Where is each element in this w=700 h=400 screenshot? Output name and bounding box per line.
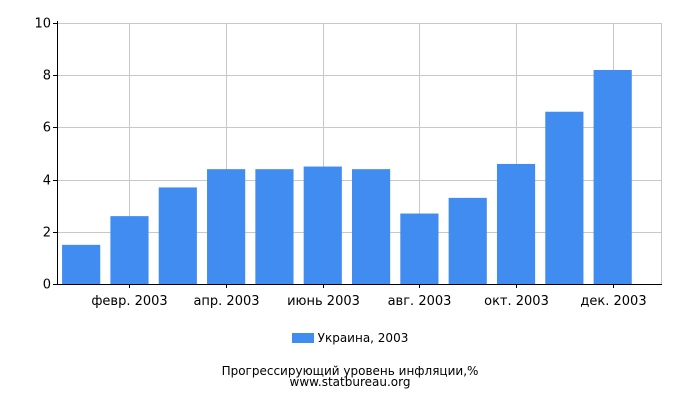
legend: Украина, 2003 — [0, 331, 700, 345]
bar-окт. 2003 — [496, 163, 536, 284]
x-tick-label: окт. 2003 — [484, 294, 549, 309]
x-tick-label: дек. 2003 — [580, 294, 646, 309]
bar-сент. 2003 — [448, 197, 487, 284]
x-tick-label: авг. 2003 — [388, 294, 452, 309]
bar-май 2003 — [255, 169, 294, 284]
x-tick-label: февр. 2003 — [91, 294, 167, 309]
x-tick-label: июнь 2003 — [287, 294, 360, 309]
bar-дек. 2003 — [593, 69, 632, 284]
y-tick-label: 4 — [43, 174, 51, 189]
source-link[interactable]: www.statbureau.org — [289, 375, 411, 389]
bar-янв. 2003 — [62, 244, 101, 284]
bar-июль 2003 — [351, 169, 391, 284]
legend-label: Украина, 2003 — [317, 331, 409, 345]
y-tick-label: 10 — [34, 17, 51, 32]
bar-авг. 2003 — [400, 213, 439, 284]
x-tick-label: апр. 2003 — [193, 294, 259, 309]
y-tick-label: 8 — [43, 69, 51, 84]
bar-июнь 2003 — [303, 166, 342, 284]
legend-swatch — [291, 332, 314, 343]
y-tick-label: 6 — [43, 121, 51, 136]
bar-нояб. 2003 — [545, 111, 584, 285]
bar-апр. 2003 — [207, 169, 246, 284]
chart-title: Прогрессирующий уровень инфляции,% — [221, 364, 479, 378]
bar-февр. 2003 — [110, 216, 149, 284]
y-tick-label: 2 — [43, 226, 51, 241]
bar-март 2003 — [158, 187, 197, 284]
y-tick-label: 0 — [43, 278, 51, 293]
